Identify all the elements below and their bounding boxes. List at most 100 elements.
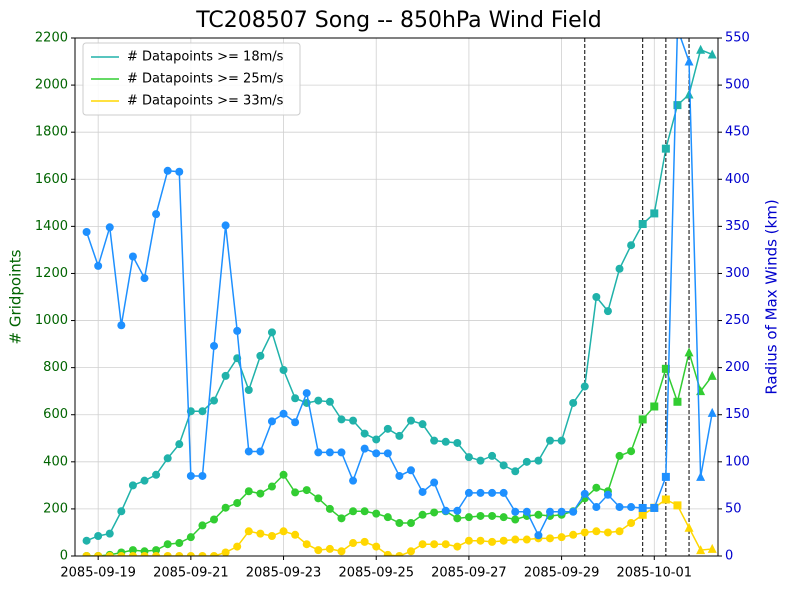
point [302, 486, 311, 495]
point [128, 481, 137, 490]
point [418, 487, 427, 496]
point [661, 364, 670, 373]
point [476, 456, 485, 465]
point [198, 521, 207, 530]
point [291, 488, 300, 497]
point [94, 552, 103, 556]
point [337, 448, 346, 457]
point [499, 461, 508, 470]
point [244, 447, 253, 456]
point [314, 494, 323, 503]
point [105, 223, 114, 232]
point [152, 552, 161, 556]
y2-tick-label: 300 [725, 266, 750, 281]
point [94, 531, 103, 540]
point [372, 435, 381, 444]
point [661, 472, 670, 481]
point [360, 429, 369, 438]
point [557, 436, 566, 445]
point [325, 544, 334, 553]
point [453, 438, 462, 447]
point [325, 448, 334, 457]
legend-label: # Datapoints >= 18m/s [127, 50, 284, 65]
point [210, 396, 219, 405]
point [684, 89, 694, 99]
point [627, 519, 636, 528]
point [546, 507, 555, 516]
point [152, 210, 161, 219]
y-tick-label: 1400 [35, 219, 68, 234]
point [314, 396, 323, 405]
point [105, 529, 114, 538]
point [638, 503, 647, 512]
point [464, 488, 473, 497]
y2-tick-label: 100 [725, 454, 750, 469]
point [557, 533, 566, 542]
point [140, 274, 149, 283]
point [499, 513, 508, 522]
y2-tick-label: 150 [725, 407, 750, 422]
point [221, 548, 230, 556]
point [406, 466, 415, 475]
point [638, 510, 647, 519]
point [418, 420, 427, 429]
point [418, 510, 427, 519]
point [684, 522, 694, 532]
point [233, 326, 242, 335]
point [105, 552, 114, 556]
point [198, 407, 207, 416]
point [464, 513, 473, 522]
point [661, 495, 670, 504]
point [603, 528, 612, 537]
y2-tick-label: 500 [725, 78, 750, 93]
point [580, 528, 589, 537]
point [592, 527, 601, 536]
point [441, 540, 450, 549]
point [267, 417, 276, 426]
point [441, 437, 450, 446]
point [707, 543, 717, 553]
point [244, 386, 253, 395]
y2-axis-label: Radius of Max Winds (km) [763, 199, 781, 394]
point [175, 539, 184, 548]
point [546, 436, 555, 445]
point [383, 449, 392, 458]
point [650, 402, 659, 411]
point [186, 533, 195, 542]
point [603, 490, 612, 499]
point [279, 527, 288, 536]
point [163, 454, 172, 463]
point [198, 552, 207, 556]
x-tick-label: 2085-09-21 [153, 566, 229, 581]
point [152, 470, 161, 479]
point [233, 499, 242, 508]
point [464, 453, 473, 462]
point [360, 537, 369, 546]
point [279, 365, 288, 374]
point [557, 507, 566, 516]
point [395, 519, 404, 528]
point [511, 515, 520, 524]
point [453, 506, 462, 515]
point [615, 527, 624, 536]
point [534, 456, 543, 465]
point [349, 507, 358, 516]
point [395, 471, 404, 480]
point [94, 261, 103, 270]
point [267, 531, 276, 540]
y-tick-label: 1800 [35, 125, 68, 140]
point [372, 449, 381, 458]
point [163, 166, 172, 175]
point [210, 515, 219, 524]
y-tick-label: 1200 [35, 266, 68, 281]
point [499, 488, 508, 497]
point [186, 471, 195, 480]
point [291, 530, 300, 539]
point [592, 293, 601, 301]
y2-tick-label: 50 [725, 501, 742, 516]
point [650, 209, 659, 218]
point [464, 536, 473, 545]
point [430, 540, 439, 549]
point [256, 529, 265, 538]
point [163, 540, 172, 549]
